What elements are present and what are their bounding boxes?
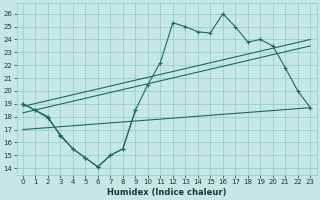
X-axis label: Humidex (Indice chaleur): Humidex (Indice chaleur) — [107, 188, 226, 197]
